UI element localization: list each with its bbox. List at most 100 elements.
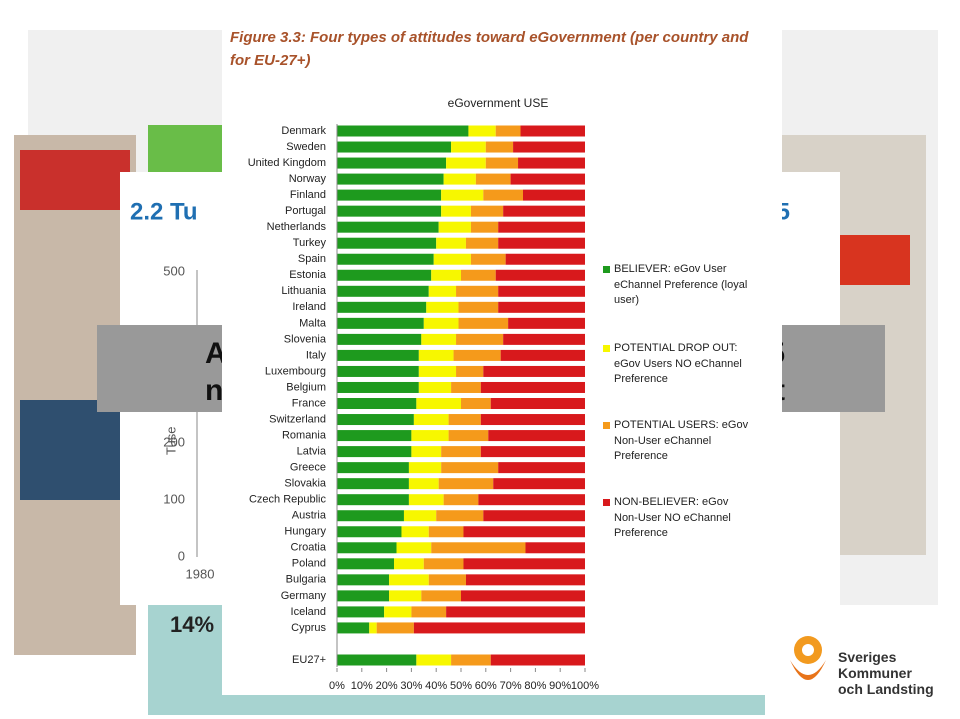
bar-segment	[428, 526, 464, 538]
newspaper-photo	[20, 400, 130, 500]
bar-segment	[470, 205, 504, 217]
bar-segment	[337, 542, 397, 554]
category-label: Romania	[282, 429, 327, 441]
bar-segment	[490, 654, 585, 666]
bar-segment	[508, 317, 585, 329]
category-label: Lithuania	[281, 285, 327, 297]
bar-segment	[337, 381, 419, 393]
bar-segment	[421, 333, 457, 345]
bar-segment	[451, 654, 491, 666]
logo-text: Sveriges Kommuner och Landsting	[838, 649, 934, 697]
category-label: Denmark	[281, 125, 326, 137]
bar-segment	[443, 494, 479, 506]
bar-segment	[337, 317, 424, 329]
bar-segment	[483, 189, 523, 201]
bar-segment	[453, 349, 501, 361]
bar-segment	[478, 494, 585, 506]
category-label: Bulgaria	[286, 574, 327, 586]
legend-swatch	[603, 345, 610, 352]
bg-axis-label: 200	[163, 434, 185, 449]
legend-label: POTENTIAL USERS: eGov Non-User eChannel …	[614, 419, 749, 462]
category-label: Germany	[281, 590, 327, 602]
logo-line: Kommuner	[838, 665, 912, 681]
bar-segment	[470, 253, 506, 265]
bg-axis-label: 100	[163, 491, 185, 506]
bar-segment	[337, 574, 390, 586]
bar-segment	[384, 606, 412, 618]
bg-footnote: 14%	[170, 612, 214, 637]
bar-segment	[394, 558, 424, 570]
category-label: Finland	[290, 189, 326, 201]
category-label: Malta	[299, 317, 327, 329]
bar-segment	[408, 494, 444, 506]
bar-segment	[438, 221, 471, 233]
category-label: United Kingdom	[248, 157, 326, 169]
x-tick-label: 0%	[329, 680, 345, 692]
bar-segment	[465, 237, 499, 249]
bar-segment	[458, 317, 509, 329]
bg-banner-text: A	[205, 337, 227, 370]
bg-axis-title: Tuse	[163, 427, 178, 455]
bar-segment	[337, 654, 417, 666]
category-label: Hungary	[284, 526, 326, 538]
bar-segment	[446, 606, 585, 618]
chart-title: eGovernment USE	[448, 96, 549, 110]
bar-segment	[493, 478, 585, 490]
x-tick-label: 80%	[524, 680, 546, 692]
bar-segment	[480, 414, 585, 426]
bar-segment	[438, 478, 494, 490]
bar-segment	[503, 205, 585, 217]
bar-segment	[337, 349, 419, 361]
bar-segment	[413, 414, 449, 426]
x-tick-label: 100%	[571, 680, 599, 692]
bar-segment	[337, 301, 427, 313]
category-label: Italy	[306, 349, 327, 361]
bar-segment	[443, 173, 476, 185]
bar-segment	[337, 510, 404, 522]
bar-segment	[416, 398, 461, 410]
bar-segment	[490, 398, 585, 410]
bar-segment	[418, 365, 457, 377]
bar-segment	[337, 558, 395, 570]
bar-segment	[498, 301, 585, 313]
bar-segment	[376, 622, 414, 634]
category-label: Norway	[289, 173, 327, 185]
bar-segment	[463, 526, 585, 538]
bar-segment	[480, 446, 585, 458]
bar-segment	[441, 189, 484, 201]
bar-segment	[337, 478, 409, 490]
bar-segment	[431, 542, 526, 554]
category-label: Netherlands	[267, 221, 327, 233]
x-tick-label: 50%	[450, 680, 472, 692]
legend-swatch	[603, 422, 610, 429]
category-label: Ireland	[292, 301, 326, 313]
bar-segment	[510, 173, 585, 185]
newspaper-masthead	[20, 150, 130, 210]
bar-segment	[408, 478, 439, 490]
category-label: Poland	[292, 558, 326, 570]
bar-segment	[337, 157, 447, 169]
bar-segment	[401, 526, 429, 538]
category-label: Sweden	[286, 141, 326, 153]
category-label: Belgium	[286, 381, 326, 393]
bar-segment	[337, 446, 412, 458]
bar-segment	[520, 125, 585, 137]
category-label: Slovenia	[284, 333, 327, 345]
category-label: Latvia	[297, 446, 327, 458]
bar-segment	[436, 237, 466, 249]
logo-mark	[790, 636, 826, 680]
bar-segment	[337, 221, 439, 233]
category-label: Switzerland	[269, 413, 326, 425]
bar-segment	[418, 349, 454, 361]
category-label: EU27+	[292, 654, 326, 666]
legend-label: BELIEVER: eGov User eChannel Preference …	[614, 263, 748, 306]
bar-segment	[463, 558, 585, 570]
bar-segment	[337, 414, 414, 426]
category-label: Turkey	[293, 237, 327, 249]
bar-segment	[337, 173, 444, 185]
bar-segment	[495, 125, 521, 137]
bar-segment	[461, 590, 585, 602]
bar-segment	[337, 205, 442, 217]
